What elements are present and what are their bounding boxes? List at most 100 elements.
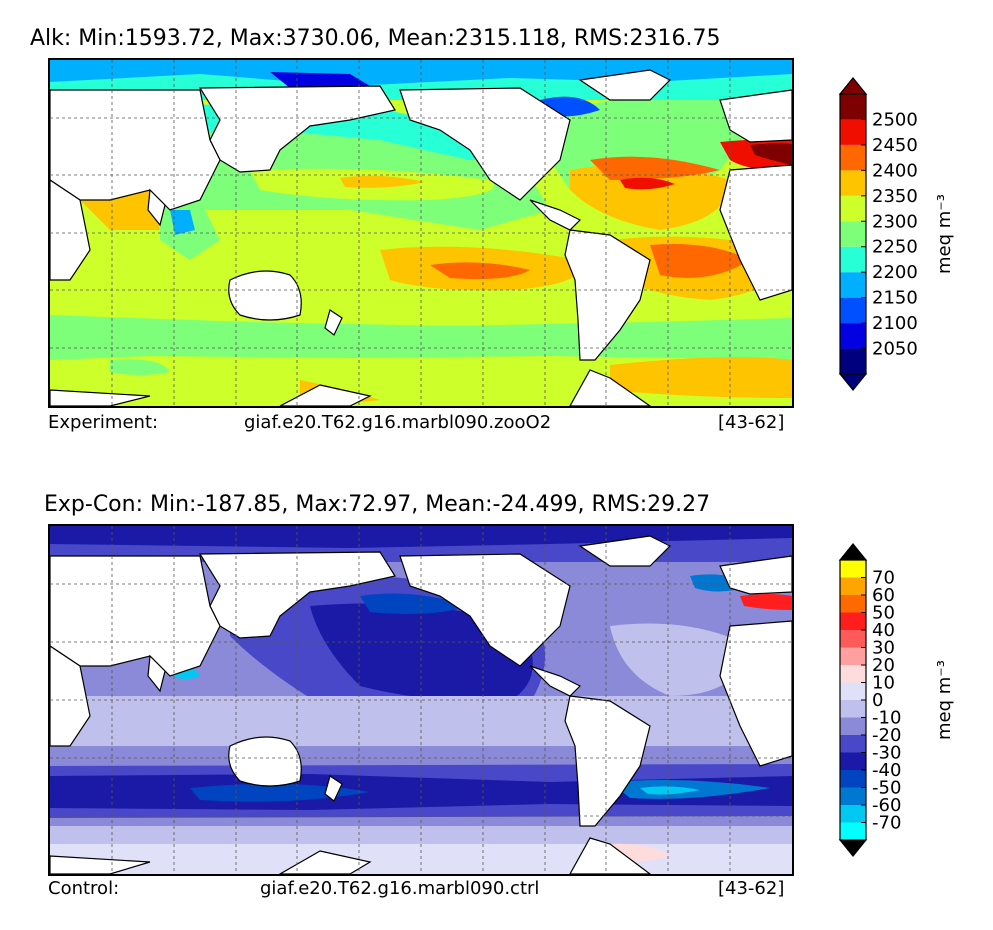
antarctica-west bbox=[50, 855, 151, 874]
panel-2-colorbar-swatch bbox=[840, 595, 866, 613]
south-america bbox=[564, 229, 651, 361]
panel-1-colorbar-tick-label: 2200 bbox=[872, 262, 918, 283]
africa-west bbox=[719, 164, 792, 301]
alk-spac-max bbox=[430, 262, 530, 279]
panel-1-colorbar-tick-label: 2050 bbox=[872, 339, 918, 360]
panel-2-colorbar-extend-high bbox=[838, 543, 868, 561]
panel-1-colorbar-swatch bbox=[840, 195, 866, 222]
panel-2-colorbar-tick-label: 60 bbox=[872, 585, 895, 606]
panel-1-colorbar-swatch bbox=[840, 170, 866, 196]
panel-1-colorbar-tick-label: 2450 bbox=[872, 135, 918, 156]
panel-2-colorbar-tick-label: 20 bbox=[872, 655, 895, 676]
panel-1-colorbar: 2050 2100 2150 2200 2250 2300 2350 2400 2450 2500… bbox=[838, 76, 988, 392]
panel-1-footer-case: giaf.e20.T62.g16.marbl090.zooO2 bbox=[244, 412, 552, 433]
diff-land bbox=[50, 535, 792, 874]
panel-2-colorbar-tick-label: -30 bbox=[872, 743, 901, 764]
diff-so-deep-pac bbox=[190, 783, 370, 802]
panel-1-colorbar-swatch bbox=[840, 272, 866, 298]
panel-2-colorbar-swatch bbox=[840, 822, 866, 840]
australia bbox=[228, 270, 302, 321]
panel-1-colorbar-swatch bbox=[840, 119, 866, 145]
panel-2-colorbar-tick-label: 40 bbox=[872, 620, 895, 641]
panel-1-colorbar-swatch bbox=[840, 348, 866, 374]
panel-2-colorbar-swatch bbox=[840, 630, 866, 648]
diff-mediterranean bbox=[740, 594, 792, 610]
panel-1-colorbar-extend-low bbox=[838, 373, 868, 391]
new-zealand bbox=[324, 309, 343, 336]
panel-2-colorbar-swatch bbox=[840, 735, 866, 753]
alk-atl-max bbox=[620, 177, 675, 190]
panel-1-colorbar-swatch bbox=[840, 297, 866, 324]
diff-so-max bbox=[640, 786, 700, 795]
eurasia-west bbox=[50, 89, 221, 211]
panel-2-footer-label: Control: bbox=[48, 878, 120, 899]
africa-east bbox=[50, 645, 91, 747]
panel-1-colorbar-swatch bbox=[840, 246, 866, 273]
antarctic-peninsula bbox=[569, 369, 652, 406]
antarctica-ross bbox=[278, 850, 372, 874]
panel-2-colorbar-tick-label: -70 bbox=[872, 813, 901, 834]
alk-land bbox=[50, 69, 792, 406]
india bbox=[147, 654, 166, 693]
north-america bbox=[399, 553, 571, 667]
alk-atl-gyre bbox=[570, 164, 730, 230]
panel-1-colorbar-tick-label: 2150 bbox=[872, 288, 918, 309]
panel-1-colorbar-frame bbox=[839, 93, 867, 375]
panel-2-footer-case: giaf.e20.T62.g16.marbl090.ctrl bbox=[260, 878, 540, 899]
eurasia-west bbox=[50, 555, 221, 677]
panel-2-colorbar-tick-label: 10 bbox=[872, 673, 895, 694]
panel-1-colorbar-tick-label: 2100 bbox=[872, 313, 918, 334]
panel-2-colorbar-tick-label: -20 bbox=[872, 725, 901, 746]
asia-north bbox=[198, 551, 396, 639]
antarctic-peninsula bbox=[569, 837, 651, 874]
panel-1-colorbar-swatch bbox=[840, 221, 866, 247]
antarctica-ross bbox=[279, 384, 372, 406]
panel-2-colorbar: -70 -60 -50 -40 -30 -20 -10 0 10 20 30 40 50 60 70 meq … bbox=[838, 542, 988, 858]
alk-weddell-patch bbox=[610, 356, 792, 398]
alk-med-max bbox=[750, 143, 792, 165]
india bbox=[147, 188, 166, 227]
australia bbox=[228, 736, 302, 787]
panel-2-colorbar-extend-low bbox=[838, 839, 868, 857]
panel-2-colorbar-swatch bbox=[840, 682, 866, 700]
panel-2-colorbar-swatch bbox=[840, 787, 866, 805]
panel-1-title: Alk: Min:1593.72, Max:3730.06, Mean:2315… bbox=[30, 26, 721, 51]
panel-1-footer-years: [43-62] bbox=[718, 412, 785, 433]
alk-npac-max bbox=[340, 175, 425, 188]
panel-2-footer-years: [43-62] bbox=[718, 878, 785, 899]
panel-2-colorbar-swatch bbox=[840, 752, 866, 770]
africa-east bbox=[50, 179, 91, 281]
alkalinity-map-plot bbox=[50, 60, 792, 406]
diff-graticule bbox=[50, 526, 792, 874]
antarctica-west bbox=[50, 389, 151, 406]
panel-2-map bbox=[48, 524, 794, 876]
panel-2-colorbar-swatch bbox=[840, 577, 866, 595]
panel-1-colorbar-tick-label: 2400 bbox=[872, 160, 918, 181]
panel-1-colorbar-tick-label: 2300 bbox=[872, 211, 918, 232]
panel-2-colorbar-swatch bbox=[840, 717, 866, 735]
alk-arctic-pocket bbox=[270, 72, 370, 88]
panel-2-colorbar-swatch bbox=[840, 805, 866, 823]
panel-1-colorbar-tick-label: 2350 bbox=[872, 186, 918, 207]
asia-north bbox=[198, 85, 396, 173]
panel-2-colorbar-tick-label: -10 bbox=[872, 708, 901, 729]
panel-2-colorbar-swatch bbox=[840, 612, 866, 630]
panel-1-colorbar-swatch bbox=[840, 144, 866, 171]
panel-2-colorbar-tick-label: 70 bbox=[872, 568, 895, 589]
new-zealand bbox=[324, 775, 343, 802]
panel-2-colorbar-swatch bbox=[840, 560, 866, 578]
panel-2-colorbar-swatch bbox=[840, 647, 866, 665]
alk-satl-max bbox=[650, 244, 750, 278]
panel-2-colorbar-tick-label: 50 bbox=[872, 603, 895, 624]
panel-2-title: Exp-Con: Min:-187.85, Max:72.97, Mean:-2… bbox=[44, 492, 711, 517]
panel-1-colorbar-unit: meq m⁻³ bbox=[934, 194, 955, 274]
panel-1-colorbar-swatch bbox=[840, 94, 866, 120]
panel-2-colorbar-swatch bbox=[840, 770, 866, 788]
panel-1-colorbar-tick-label: 2500 bbox=[872, 109, 918, 130]
africa-west bbox=[719, 620, 792, 767]
central-america bbox=[529, 199, 582, 231]
south-america bbox=[564, 695, 651, 827]
panel-2-colorbar-tick-label: 30 bbox=[872, 638, 895, 659]
greenland bbox=[578, 535, 672, 567]
panel-1-colorbar-tick-label: 2250 bbox=[872, 237, 918, 258]
